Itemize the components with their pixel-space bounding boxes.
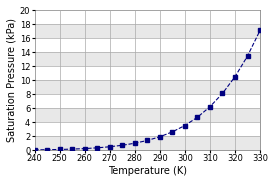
Bar [35, 122, 260, 136]
Bar [35, 80, 260, 94]
Bar [35, 94, 260, 108]
X-axis label: Temperature (K): Temperature (K) [108, 166, 187, 176]
Bar [35, 38, 260, 52]
Bar [35, 66, 260, 80]
Bar [35, 24, 260, 38]
Y-axis label: Saturation Pressure (kPa): Saturation Pressure (kPa) [7, 18, 17, 142]
Bar [35, 108, 260, 122]
Bar [35, 52, 260, 66]
Bar [35, 10, 260, 24]
Bar [35, 136, 260, 150]
